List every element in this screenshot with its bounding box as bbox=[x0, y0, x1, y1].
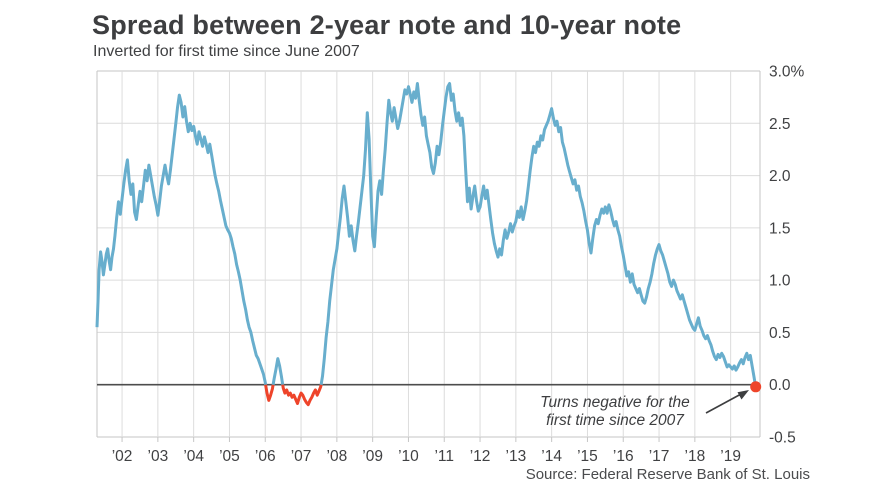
annotation-arrow-line bbox=[705, 392, 743, 414]
x-tick-label: ’08 bbox=[327, 448, 348, 465]
y-tick-label: 0.0 bbox=[769, 377, 791, 394]
series-segment-positive bbox=[95, 93, 268, 385]
annotation-arrowhead bbox=[737, 390, 749, 400]
series-segment-positive bbox=[271, 357, 285, 385]
annotation-line-2: first time since 2007 bbox=[546, 412, 684, 429]
y-tick-label: 0.5 bbox=[769, 325, 791, 342]
x-tick-label: ’02 bbox=[112, 448, 133, 465]
y-tick-label: 2.0 bbox=[769, 168, 791, 185]
annotation-line-1: Turns negative for the bbox=[540, 394, 690, 411]
series-segment-positive bbox=[319, 82, 757, 385]
x-tick-label: ’15 bbox=[577, 448, 598, 465]
y-tick-label: 2.5 bbox=[769, 116, 791, 133]
y-tick-label: -0.5 bbox=[769, 430, 796, 447]
series-segment-negative bbox=[264, 384, 275, 402]
source-note: Source: Federal Reserve Bank of St. Loui… bbox=[525, 466, 810, 483]
x-tick-label: ’03 bbox=[148, 448, 169, 465]
x-tick-label: ’10 bbox=[398, 448, 419, 465]
x-tick-label: ’16 bbox=[613, 448, 634, 465]
annotation-turns-negative: Turns negative for the first time since … bbox=[498, 394, 732, 430]
x-tick-label: ’17 bbox=[649, 448, 670, 465]
x-tick-label: ’19 bbox=[720, 448, 741, 465]
x-tick-label: ’11 bbox=[434, 448, 454, 465]
x-tick-label: ’05 bbox=[219, 448, 240, 465]
y-tick-label: 3.0% bbox=[769, 64, 805, 81]
x-tick-label: ’12 bbox=[470, 448, 491, 465]
x-tick-label: ’07 bbox=[291, 448, 312, 465]
x-tick-label: ’13 bbox=[506, 448, 527, 465]
x-tick-label: ’14 bbox=[541, 448, 562, 465]
end-marker-dot bbox=[750, 381, 762, 393]
chart-subtitle: Inverted for first time since June 2007 bbox=[93, 43, 360, 60]
chart-title: Spread between 2-year note and 10-year n… bbox=[92, 10, 682, 40]
x-tick-label: ’18 bbox=[685, 448, 706, 465]
y-tick-label: 1.5 bbox=[769, 220, 791, 237]
x-tick-label: ’04 bbox=[183, 448, 204, 465]
y-tick-label: 1.0 bbox=[769, 273, 791, 290]
x-tick-label: ’06 bbox=[255, 448, 276, 465]
x-tick-label: ’09 bbox=[362, 448, 383, 465]
series-segment-negative bbox=[281, 384, 323, 407]
